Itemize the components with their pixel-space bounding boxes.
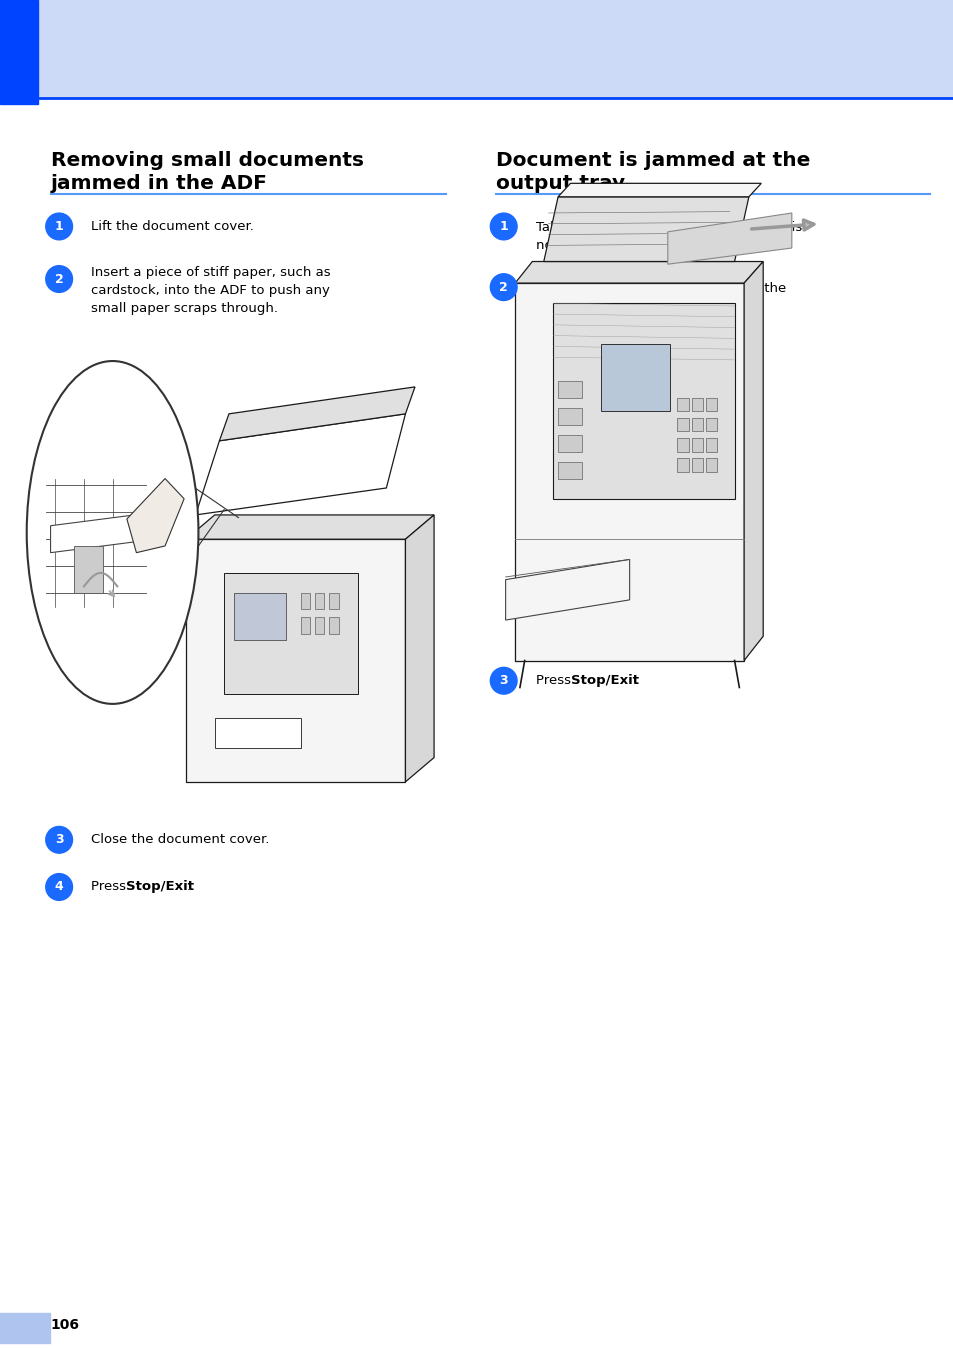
- Bar: [558, 462, 581, 479]
- Bar: [0, 1313, 50, 1343]
- Bar: [705, 398, 717, 411]
- Polygon shape: [515, 283, 743, 661]
- Bar: [314, 593, 324, 609]
- Text: 1: 1: [498, 220, 508, 233]
- Ellipse shape: [46, 826, 72, 853]
- Bar: [691, 458, 702, 472]
- Bar: [300, 593, 310, 609]
- Text: Lift the document cover.: Lift the document cover.: [91, 220, 253, 233]
- Bar: [74, 546, 103, 593]
- Bar: [214, 718, 300, 748]
- Ellipse shape: [46, 213, 72, 240]
- Bar: [691, 438, 702, 452]
- Text: Close the document cover.: Close the document cover.: [91, 833, 269, 847]
- Ellipse shape: [27, 361, 198, 704]
- Bar: [300, 617, 310, 634]
- Polygon shape: [543, 197, 748, 262]
- Text: Insert a piece of stiff paper, such as
cardstock, into the ADF to push any
small: Insert a piece of stiff paper, such as c…: [91, 266, 330, 314]
- Polygon shape: [186, 515, 434, 539]
- Text: 1: 1: [54, 220, 64, 233]
- Text: 4: 4: [54, 880, 64, 894]
- Text: 2: 2: [498, 280, 508, 294]
- Text: 2: 2: [54, 272, 64, 286]
- Bar: [558, 408, 581, 425]
- Bar: [600, 344, 669, 411]
- Polygon shape: [515, 586, 743, 661]
- Text: Document is jammed at the
output tray: Document is jammed at the output tray: [496, 151, 810, 193]
- Polygon shape: [195, 414, 405, 515]
- Text: 106: 106: [51, 1318, 79, 1332]
- Ellipse shape: [490, 667, 517, 694]
- Bar: [553, 303, 734, 499]
- Bar: [233, 593, 286, 640]
- Polygon shape: [127, 479, 184, 553]
- Bar: [705, 418, 717, 431]
- Polygon shape: [667, 213, 791, 264]
- Text: Press: Press: [91, 880, 130, 894]
- Bar: [677, 398, 688, 411]
- Polygon shape: [186, 539, 405, 782]
- Bar: [677, 418, 688, 431]
- Polygon shape: [515, 262, 762, 283]
- Polygon shape: [219, 387, 415, 441]
- Polygon shape: [743, 262, 762, 661]
- Bar: [558, 381, 581, 398]
- Bar: [329, 617, 338, 634]
- Text: 3: 3: [54, 833, 64, 847]
- Text: Stop/Exit: Stop/Exit: [571, 674, 639, 687]
- Text: Take out any paper from the ADF that is
not jammed.: Take out any paper from the ADF that is …: [536, 221, 801, 252]
- Bar: [314, 617, 324, 634]
- Bar: [691, 398, 702, 411]
- Bar: [705, 458, 717, 472]
- Text: Stop/Exit: Stop/Exit: [126, 880, 193, 894]
- Bar: [329, 593, 338, 609]
- Text: Removing small documents
jammed in the ADF: Removing small documents jammed in the A…: [51, 151, 363, 193]
- Text: Press: Press: [536, 674, 575, 687]
- Ellipse shape: [46, 266, 72, 293]
- Bar: [677, 458, 688, 472]
- Ellipse shape: [490, 274, 517, 301]
- Ellipse shape: [490, 213, 517, 240]
- Text: Pull the jammed document out to the
right.: Pull the jammed document out to the righ…: [536, 282, 785, 313]
- Bar: [558, 435, 581, 452]
- Bar: [0, 0, 38, 98]
- Polygon shape: [51, 512, 155, 553]
- Bar: [705, 438, 717, 452]
- Bar: [0, 0, 953, 98]
- Polygon shape: [505, 559, 629, 620]
- Text: .: .: [632, 674, 636, 687]
- Bar: [691, 418, 702, 431]
- Text: 3: 3: [498, 674, 508, 687]
- Polygon shape: [558, 183, 760, 197]
- Polygon shape: [405, 515, 434, 782]
- Bar: [0, 98, 38, 104]
- Bar: [224, 573, 357, 694]
- Bar: [677, 438, 688, 452]
- Text: .: .: [187, 880, 191, 894]
- Ellipse shape: [46, 874, 72, 900]
